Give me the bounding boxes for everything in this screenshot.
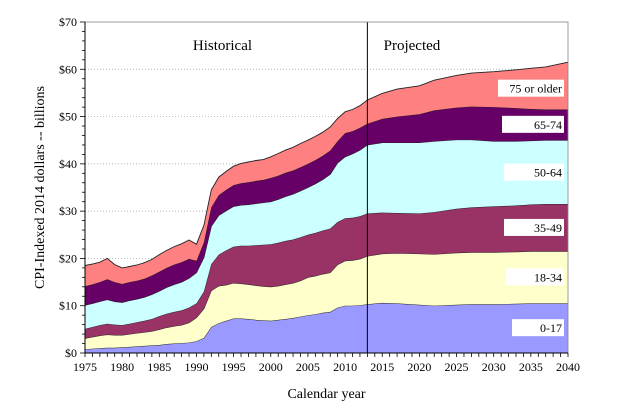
x-tick-label: 2020	[407, 360, 431, 374]
x-tick-label: 2030	[482, 360, 506, 374]
stacked-areas	[84, 61, 569, 353]
historical-label: Historical	[193, 38, 252, 54]
x-tick-label: 1995	[222, 360, 246, 374]
y-axis-title: CPI-Indexed 2014 dollars -- billions	[33, 86, 48, 289]
y-tick-label: $30	[59, 204, 77, 218]
band-labels: 0-17 18-34 35-49 50-64 65-74 75 or older	[498, 79, 564, 337]
area-edge-0-17	[84, 302, 568, 350]
band-label-box	[504, 163, 564, 181]
band-label-18-34: 18-34	[534, 270, 562, 284]
area-edge-75-or-older	[84, 61, 569, 269]
x-tick-label: 2025	[445, 360, 469, 374]
projected-label: Projected	[384, 38, 441, 54]
y-tick-label: $0	[65, 346, 77, 360]
axes: $0 $10 $20 $30 $40 $50 $60 $70 1975 1980 1985 1990 1…	[59, 15, 580, 374]
band-label-box	[512, 319, 564, 337]
area-0-17	[85, 302, 568, 353]
y-tick-label: $50	[59, 110, 77, 124]
x-tick-label: 2040	[556, 360, 580, 374]
band-label-75-or-older: 75 or older	[509, 82, 562, 96]
area-75-or-older	[85, 62, 568, 287]
x-tick-label: 1980	[110, 360, 134, 374]
x-tick-label: 1990	[184, 360, 208, 374]
x-tick-label: 1975	[73, 360, 97, 374]
area-35-49	[85, 204, 568, 339]
x-tick-label: 2005	[296, 360, 320, 374]
y-tick-label: $70	[59, 15, 77, 29]
band-label-box	[506, 268, 564, 286]
y-tick-label: $60	[59, 62, 77, 76]
x-tick-label: 2015	[370, 360, 394, 374]
area-50-64	[85, 139, 568, 329]
band-label-50-64: 50-64	[534, 166, 562, 180]
x-axis-title: Calendar year	[287, 387, 365, 402]
band-label-box	[504, 218, 564, 236]
x-tick-label: 2000	[259, 360, 283, 374]
band-label-box	[502, 115, 564, 133]
band-label-0-17: 0-17	[540, 321, 562, 335]
x-tick-label: 1985	[147, 360, 171, 374]
band-label-box	[498, 79, 564, 97]
band-label-35-49: 35-49	[534, 221, 562, 235]
y-tick-label: $20	[59, 251, 77, 265]
y-tick-label: $10	[59, 299, 77, 313]
x-tick-label: 2035	[519, 360, 543, 374]
y-tick-label: $40	[59, 157, 77, 171]
band-label-65-74: 65-74	[534, 118, 562, 132]
area-18-34	[85, 251, 568, 350]
x-tick-label: 2010	[333, 360, 357, 374]
